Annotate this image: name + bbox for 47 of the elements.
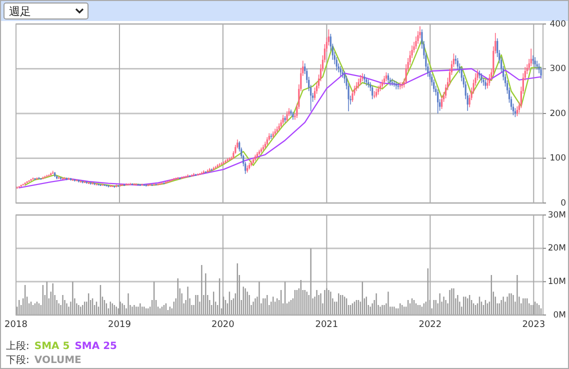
candlestick: [218, 162, 220, 167]
candlestick: [358, 78, 360, 89]
candlestick: [534, 56, 536, 68]
text: SMA 25: [74, 341, 118, 352]
x-tick-label: 2019: [108, 320, 132, 330]
y-tick-label: 300: [550, 64, 566, 74]
candlestick: [397, 82, 399, 90]
text: SMA 5: [34, 341, 70, 352]
candlestick: [456, 58, 458, 70]
chart-title: 週足: [9, 5, 31, 18]
candlestick: [360, 74, 362, 86]
candlestick: [440, 95, 443, 110]
candlestick: [480, 72, 482, 84]
candlestick: [536, 60, 538, 70]
y-tick-label: 30M: [548, 210, 566, 220]
candlestick: [482, 77, 484, 86]
candlestick: [270, 133, 272, 140]
candlestick: [282, 114, 284, 125]
candlestick: [284, 116, 286, 123]
candlestick: [352, 90, 354, 102]
x-tick-label: 2021: [315, 320, 338, 330]
candlestick: [286, 110, 288, 122]
candlestick: [399, 82, 401, 90]
candlestick: [437, 88, 439, 114]
candlestick: [372, 85, 374, 100]
y-tick-label: 10M: [548, 276, 566, 287]
y-tick-label: 100: [550, 154, 566, 164]
x-tick-label: 2020: [211, 320, 235, 330]
y-tick-label: 200: [550, 108, 566, 119]
candlestick: [387, 72, 390, 84]
y-tick-label: 400: [550, 19, 566, 30]
candlestick: [540, 66, 542, 79]
y-tick-label: 20M: [548, 244, 566, 254]
text: VOLUME: [34, 355, 82, 366]
y-tick-label: 0: [560, 198, 566, 208]
candlestick: [340, 66, 342, 76]
x-tick-label: 2018: [4, 320, 28, 330]
y-tick-label: 0M: [553, 310, 566, 320]
candlestick: [230, 156, 232, 160]
legend-title: 下段:: [6, 354, 30, 366]
x-tick-label: 2023: [522, 320, 546, 330]
candlestick: [484, 79, 486, 90]
x-tick-label: 2022: [418, 320, 442, 330]
candlestick: [401, 82, 403, 89]
legend-title: 上段:: [6, 340, 30, 352]
candlestick: [516, 106, 518, 117]
candlestick: [530, 48, 532, 66]
